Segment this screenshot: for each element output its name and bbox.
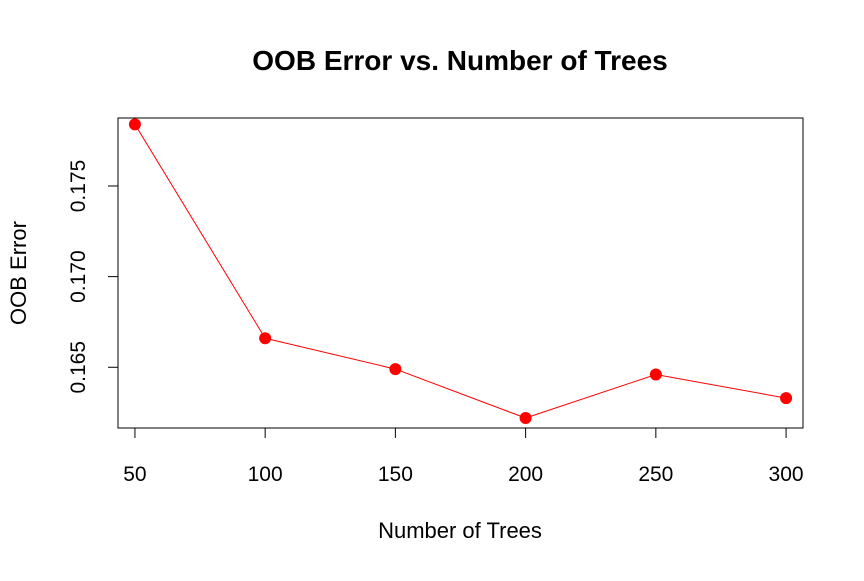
y-tick-label: 0.175 (67, 160, 90, 213)
plot-frame (117, 117, 804, 429)
x-axis-label: Number of Trees (378, 518, 542, 543)
data-point (649, 368, 662, 381)
series-line-segment (265, 337, 396, 370)
data-point (389, 363, 402, 376)
x-tick-label: 50 (123, 463, 146, 486)
series-line-group (128, 118, 793, 425)
series-line-segment (655, 374, 787, 399)
series-line-segment (395, 368, 526, 419)
data-point (128, 118, 141, 131)
x-tick-label: 150 (378, 463, 413, 486)
series-line-segment (134, 124, 266, 339)
chart-title: OOB Error vs. Number of Trees (252, 45, 667, 76)
y-tick-label: 0.170 (67, 250, 90, 303)
x-axis: 50 100 150 200 250 300 (123, 427, 804, 486)
x-tick-label: 250 (638, 463, 673, 486)
y-axis: 0.165 0.170 0.175 (67, 160, 119, 394)
series-line-segment (525, 374, 657, 419)
data-point (259, 332, 272, 345)
y-axis-label: OOB Error (6, 221, 31, 325)
y-tick-label: 0.165 (67, 341, 90, 394)
x-tick-label: 300 (769, 463, 804, 486)
data-point (519, 412, 532, 425)
x-tick-label: 100 (248, 463, 283, 486)
data-point (780, 392, 793, 405)
x-tick-label: 200 (508, 463, 543, 486)
